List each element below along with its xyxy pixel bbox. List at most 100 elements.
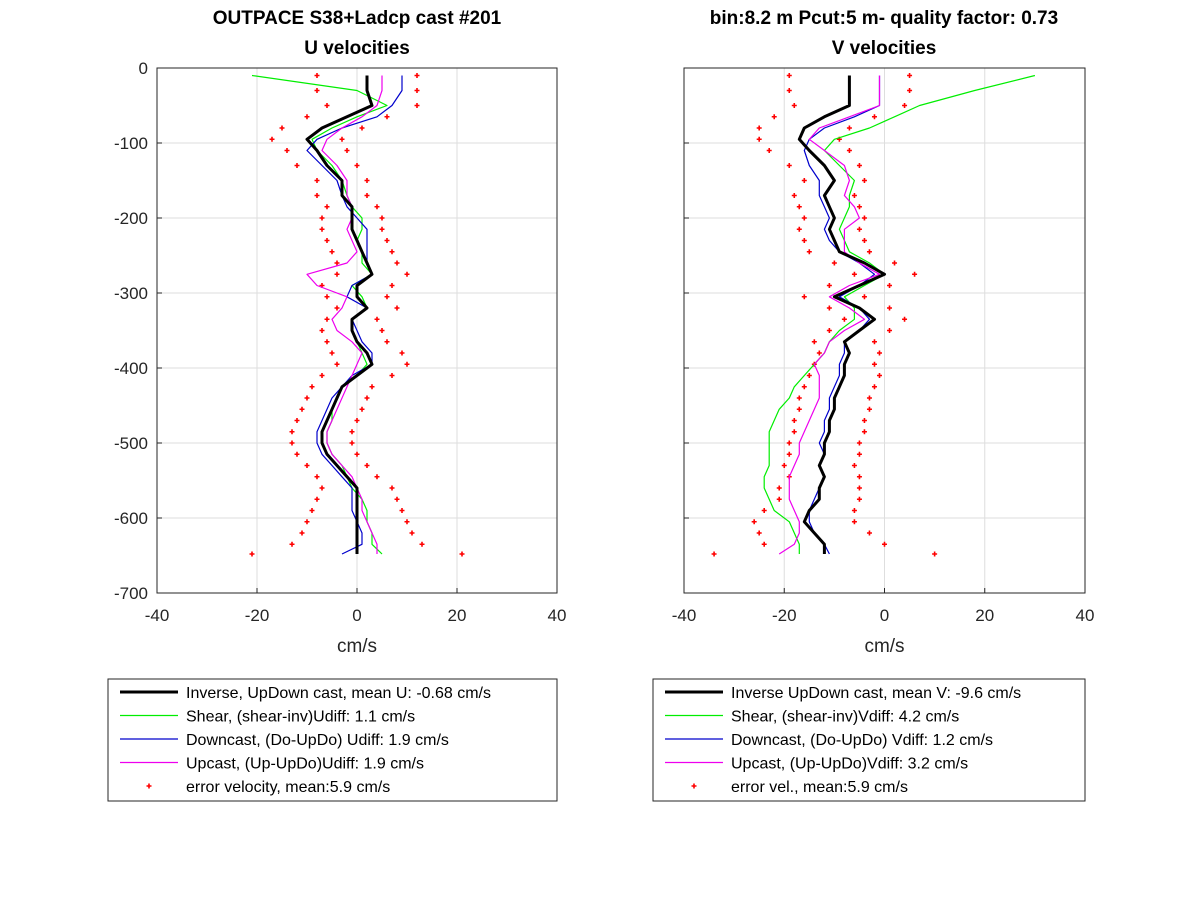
y-tick-label: -300 [114, 284, 148, 303]
error-velocity-marker [364, 395, 370, 401]
series-line-upcast [778, 75, 881, 555]
error-velocity-marker [866, 530, 872, 536]
error-velocity-marker [334, 271, 340, 277]
error-velocity-marker [856, 163, 862, 168]
error-velocity-marker [786, 73, 792, 78]
error-velocity-marker [314, 73, 320, 78]
error-velocity-marker [816, 350, 822, 356]
error-velocity-marker [826, 328, 832, 333]
error-velocity-marker [796, 226, 802, 232]
error-velocity-marker [876, 350, 882, 356]
error-velocity-marker [786, 451, 792, 457]
error-velocity-marker [374, 316, 380, 322]
error-velocity-marker [801, 294, 807, 300]
error-velocity-marker [841, 316, 847, 322]
error-velocity-marker [831, 260, 837, 266]
error-velocity-marker [289, 440, 295, 446]
error-velocity-marker [756, 530, 762, 536]
error-velocity-marker [349, 429, 355, 435]
x-tick-label: -20 [772, 606, 797, 625]
error-velocity-marker [269, 136, 275, 142]
error-velocity-marker [856, 451, 862, 457]
error-velocity-marker [374, 474, 380, 480]
error-velocity-marker [902, 316, 908, 322]
legend-box [107, 678, 558, 802]
error-velocity-marker [249, 551, 255, 557]
error-velocity-marker [846, 125, 852, 131]
error-velocity-marker [344, 148, 350, 153]
error-velocity-marker [294, 451, 300, 457]
legend-label: error vel., mean:5.9 cm/s [731, 779, 908, 796]
legend-label: Downcast, (Do-UpDo) Vdiff: 1.2 cm/s [731, 732, 993, 749]
series-line-upcast [306, 75, 383, 554]
error-velocity-marker [294, 163, 300, 168]
error-velocity-marker [374, 204, 380, 210]
error-velocity-marker [334, 361, 340, 367]
error-velocity-marker [866, 395, 872, 401]
error-velocity-marker [324, 238, 330, 243]
error-velocity-marker [861, 418, 867, 423]
error-velocity-marker [866, 249, 872, 255]
error-velocity-marker [771, 114, 777, 120]
error-velocity-marker [856, 204, 862, 210]
error-velocity-marker [907, 88, 913, 93]
y-tick-label: -400 [114, 359, 148, 378]
y-tick-label: 0 [139, 59, 148, 78]
error-velocity-marker [861, 294, 867, 300]
error-velocity-marker [409, 530, 415, 536]
error-velocity-marker [294, 418, 300, 423]
error-velocity-marker [364, 193, 370, 198]
error-velocity-marker [806, 249, 812, 255]
error-velocity-marker [776, 496, 782, 502]
error-velocity-marker [912, 271, 918, 277]
error-velocity-marker [711, 551, 717, 557]
legend-label: Inverse, UpDown cast, mean U: -0.68 cm/s [186, 685, 491, 702]
v-velocity-chart: -40 -20 0 20 40 cm/s Inverse UpDown cast, mean… [652, 67, 1095, 802]
error-velocity-marker [389, 283, 395, 288]
error-velocity-marker [304, 463, 310, 468]
error-velocity-marker [324, 339, 330, 345]
error-velocity-marker [289, 429, 295, 435]
series-line-shear [251, 74, 388, 555]
error-velocity-marker [384, 339, 390, 345]
legend-label: Shear, (shear-inv)Vdiff: 4.2 cm/s [731, 709, 959, 726]
legend-swatch-error [691, 783, 697, 789]
error-velocity-marker [364, 178, 370, 183]
legend-label: Inverse UpDown cast, mean V: -9.6 cm/s [731, 685, 1021, 702]
error-velocity-marker [394, 496, 400, 502]
error-velocity-marker [414, 88, 420, 93]
error-velocity-marker [359, 406, 365, 412]
error-velocity-marker [389, 485, 395, 491]
error-velocity-marker [319, 215, 325, 221]
error-velocity-marker [404, 361, 410, 367]
legend-label: Upcast, (Up-UpDo)Udiff: 1.9 cm/s [186, 756, 424, 773]
error-velocity-marker [801, 384, 807, 390]
error-velocity-marker [329, 249, 335, 255]
x-tick-label: 40 [548, 606, 567, 625]
error-velocity-marker [866, 406, 872, 412]
error-velocity-marker [806, 373, 812, 378]
error-velocity-marker [324, 316, 330, 322]
error-velocity-marker [851, 519, 857, 525]
error-velocity-marker [279, 125, 285, 131]
error-velocity-marker [364, 463, 370, 468]
error-velocity-marker [861, 238, 867, 243]
error-velocity-marker [319, 328, 325, 333]
legend-swatch-error [146, 783, 152, 789]
error-velocity-marker [379, 215, 385, 221]
error-velocity-marker [887, 328, 893, 333]
error-velocity-marker [354, 418, 360, 423]
error-velocity-marker [329, 350, 335, 356]
x-tick-label: 0 [352, 606, 361, 625]
error-velocity-marker [324, 204, 330, 210]
error-velocity-marker [756, 136, 762, 142]
error-velocity-marker [384, 238, 390, 243]
error-velocity-marker [902, 103, 908, 108]
error-velocity-marker [781, 463, 787, 468]
x-tick-label: 40 [1076, 606, 1095, 625]
legend-box [652, 678, 1086, 802]
error-velocity-marker [389, 373, 395, 378]
x-axis-label: cm/s [337, 636, 377, 657]
error-velocity-marker [786, 440, 792, 446]
error-velocity-marker [856, 226, 862, 232]
